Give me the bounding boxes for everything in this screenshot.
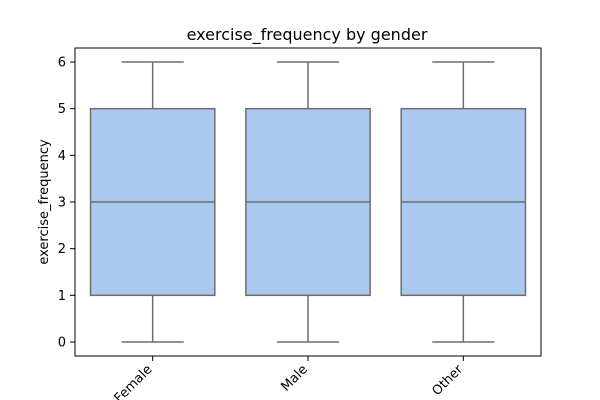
y-tick-label: 1 [58, 289, 66, 304]
x-tick-label: Male [278, 362, 310, 394]
x-tick-label: Female [112, 362, 156, 400]
chart-title: exercise_frequency by gender [187, 25, 428, 45]
y-tick-label: 2 [58, 242, 66, 257]
x-tick-label: Other [429, 362, 466, 399]
y-tick-label: 3 [58, 196, 66, 211]
y-axis-label: exercise_frequency [37, 139, 52, 265]
y-tick-label: 5 [58, 102, 66, 117]
y-tick-label: 4 [58, 149, 66, 164]
y-tick-label: 6 [58, 56, 66, 71]
y-tick-label: 0 [58, 336, 66, 351]
plot-area: 0 1 2 3 4 5 6 Female Male Other [58, 47, 542, 400]
